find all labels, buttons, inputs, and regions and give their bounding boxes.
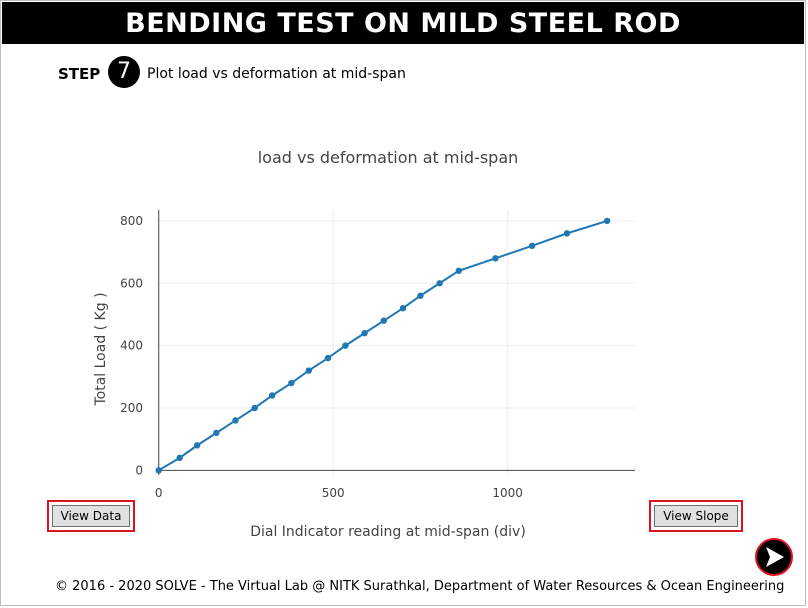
data-point [436,280,443,287]
step-instruction: Plot load vs deformation at mid-span [147,66,406,82]
data-point [251,404,258,412]
step-number-badge: 7 [108,56,140,88]
chart-title: load vs deformation at mid-span [258,148,519,167]
data-point [268,392,276,399]
data-point [492,255,499,262]
data-point [213,429,220,437]
step-label: STEP [58,65,101,83]
next-arrow-icon [766,547,784,567]
chart-x-axis-label: Dial Indicator reading at mid-span (div) [250,524,526,540]
view-data-button[interactable]: View Data [47,500,135,532]
data-point [342,342,349,349]
data-point [155,467,162,474]
y-tick-label: 200 [120,401,143,415]
data-point [455,267,463,274]
y-tick-label: 600 [120,276,143,290]
data-point [528,242,536,250]
data-point [603,217,611,225]
data-point [361,329,368,337]
x-tick-label: 500 [322,486,345,500]
chart-axes [157,210,635,475]
data-point [305,367,312,374]
data-point [399,305,407,312]
data-point [563,230,571,237]
chart-y-axis-label: Total Load ( Kg ) [93,292,109,406]
data-point [417,292,424,299]
y-tick-label: 800 [120,214,143,228]
data-point [193,442,201,449]
view-slope-button[interactable]: View Slope [649,500,743,532]
chart-grid [157,210,635,475]
data-point [288,379,295,387]
x-tick-label: 1000 [492,486,523,500]
chart-series [155,217,611,474]
data-point [176,454,183,462]
data-point [380,317,387,324]
y-tick-label: 400 [120,339,143,353]
page-title: BENDING TEST ON MILD STEEL ROD [2,2,804,44]
chart-tick-labels: 0 200 400 600 800 0 500 1000 [120,214,523,500]
footer-copyright: © 2016 - 2020 SOLVE - The Virtual Lab @ … [55,579,785,594]
data-point [324,354,332,362]
y-tick-label: 0 [135,463,143,477]
data-point [232,417,239,424]
next-button[interactable] [755,538,793,576]
x-tick-label: 0 [155,486,163,500]
